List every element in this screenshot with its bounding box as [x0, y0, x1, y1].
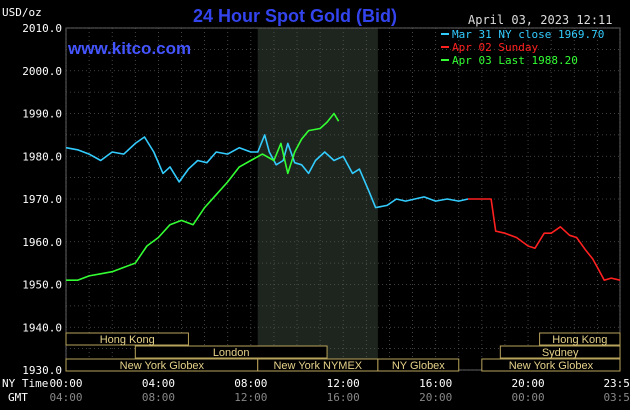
x-tick-label-ny: 08:00	[234, 377, 267, 390]
ny-time-label: NY Time	[2, 377, 48, 390]
session-label: Hong Kong	[100, 334, 155, 346]
x-tick-label-ny: 16:00	[419, 377, 452, 390]
session-label: New York Globex	[120, 360, 205, 372]
y-tick-label: 1990.0	[22, 108, 62, 121]
session-label: NY Globex	[392, 360, 445, 372]
x-tick-label-ny: 20:00	[511, 377, 544, 390]
session-bar	[65, 332, 189, 346]
session-bar	[134, 345, 328, 359]
site-watermark: www.kitco.com	[67, 39, 191, 58]
timestamp: April 03, 2023 12:11	[468, 13, 613, 27]
series-line	[468, 198, 621, 281]
x-tick-label-ny: 04:00	[142, 377, 175, 390]
session-label: Hong Kong	[552, 334, 607, 346]
y-tick-label: 2010.0	[22, 22, 62, 35]
x-tick-label-ny: 23:59	[603, 377, 630, 390]
session-label: New York NYMEX	[273, 360, 362, 372]
session-label: New York Globex	[509, 360, 594, 372]
legend-entry: Mar 31 NY close 1969.70	[452, 28, 604, 41]
x-tick-label-ny: 12:00	[327, 377, 360, 390]
y-tick-label: 1930.0	[22, 364, 62, 377]
session-bar	[499, 345, 621, 359]
trading-window-highlight	[257, 28, 378, 370]
y-tick-label: 1960.0	[22, 236, 62, 249]
y-tick-label: 2000.0	[22, 65, 62, 78]
x-tick-label-gmt: 16:00	[327, 391, 360, 404]
y-tick-label: 1950.0	[22, 279, 62, 292]
x-tick-label-gmt: 00:00	[511, 391, 544, 404]
session-bar	[481, 358, 621, 372]
session-label: London	[213, 347, 250, 359]
session-label: Sydney	[542, 347, 579, 359]
legend-entry: Apr 03 Last 1988.20	[452, 54, 578, 67]
y-tick-label: 1970.0	[22, 193, 62, 206]
gmt-label: GMT	[8, 391, 28, 404]
x-tick-label-gmt: 08:00	[142, 391, 175, 404]
series-line	[65, 134, 469, 209]
chart-title: 24 Hour Spot Gold (Bid)	[193, 6, 397, 26]
x-tick-label-gmt: 03:59	[603, 391, 630, 404]
unit-label: USD/oz	[2, 6, 42, 19]
legend-entry: Apr 02 Sunday	[452, 41, 538, 54]
x-tick-label-gmt: 20:00	[419, 391, 452, 404]
x-tick-label-gmt: 04:00	[49, 391, 82, 404]
series-line	[66, 112, 340, 281]
session-bar	[377, 358, 460, 372]
y-tick-label: 1980.0	[22, 150, 62, 163]
x-tick-label-ny: 00:00	[49, 377, 82, 390]
y-tick-label: 1940.0	[22, 321, 62, 334]
x-tick-label-gmt: 12:00	[234, 391, 267, 404]
session-bar	[539, 332, 621, 346]
